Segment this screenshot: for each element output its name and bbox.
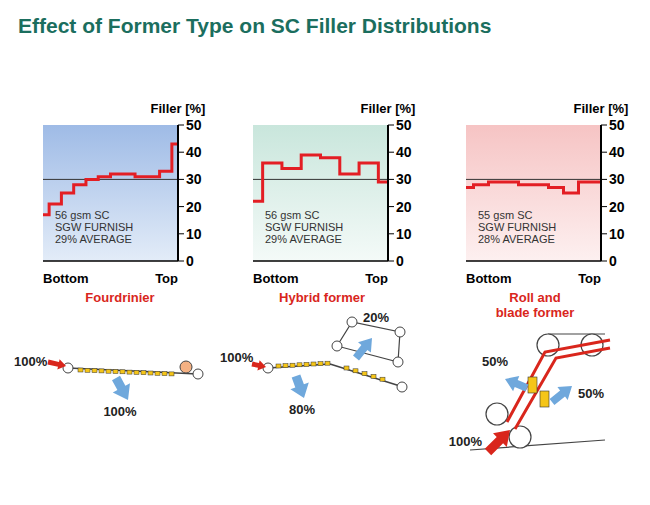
svg-text:50%: 50% <box>578 386 604 401</box>
html-text:28% AVERAGE: 28% AVERAGE <box>478 233 555 245</box>
svg-text:10: 10 <box>609 226 625 242</box>
svg-text:100%: 100% <box>449 434 483 449</box>
svg-text:Top: Top <box>365 271 388 285</box>
html-text:29% AVERAGE: 29% AVERAGE <box>265 233 342 245</box>
svg-text:40: 40 <box>396 144 412 160</box>
html-text:29% AVERAGE: 29% AVERAGE <box>55 233 132 245</box>
svg-text:100%: 100% <box>220 350 254 365</box>
svg-text:50: 50 <box>186 117 202 133</box>
svg-text:10: 10 <box>186 226 202 242</box>
svg-text:Bottom: Bottom <box>43 271 89 285</box>
html-text:56 gsm SC: 56 gsm SC <box>55 209 110 221</box>
svg-text:20: 20 <box>609 199 625 215</box>
svg-text:50%: 50% <box>482 354 508 369</box>
html-text:55 gsm SC: 55 gsm SC <box>478 209 533 221</box>
svg-text:100%: 100% <box>103 404 137 419</box>
svg-text:0: 0 <box>186 253 194 269</box>
svg-text:20: 20 <box>396 199 412 215</box>
svg-text:Bottom: Bottom <box>253 271 299 285</box>
svg-text:Top: Top <box>155 271 178 285</box>
html-text:Filler [%]: Filler [%] <box>360 101 416 116</box>
svg-text:0: 0 <box>396 253 404 269</box>
html-text:Filler [%]: Filler [%] <box>573 101 629 116</box>
svg-text:Top: Top <box>578 271 601 285</box>
html-text:SGW FURNISH: SGW FURNISH <box>55 221 134 233</box>
svg-text:30: 30 <box>396 171 412 187</box>
svg-text:10: 10 <box>396 226 412 242</box>
svg-text:100%: 100% <box>14 354 48 369</box>
svg-text:40: 40 <box>609 144 625 160</box>
svg-text:Fourdrinier: Fourdrinier <box>85 290 154 305</box>
svg-text:20%: 20% <box>363 310 389 325</box>
svg-text:50: 50 <box>609 117 625 133</box>
svg-text:40: 40 <box>186 144 202 160</box>
html-text:SGW FURNISH: SGW FURNISH <box>265 221 344 233</box>
html-text:56 gsm SC: 56 gsm SC <box>265 209 320 221</box>
html-text:Filler [%]: Filler [%] <box>150 101 206 116</box>
svg-text:Hybrid former: Hybrid former <box>279 290 365 305</box>
svg-text:30: 30 <box>609 171 625 187</box>
svg-text:80%: 80% <box>289 402 315 417</box>
svg-text:Bottom: Bottom <box>466 271 512 285</box>
svg-text:0: 0 <box>609 253 617 269</box>
svg-text:30: 30 <box>186 171 202 187</box>
svg-text:20: 20 <box>186 199 202 215</box>
svg-text:Roll andblade former: Roll andblade former <box>496 290 575 320</box>
svg-text:50: 50 <box>396 117 412 133</box>
html-text:SGW FURNISH: SGW FURNISH <box>478 221 557 233</box>
html-text:Effect of Former Type on SC Fi: Effect of Former Type on SC Filler Distr… <box>18 14 492 37</box>
